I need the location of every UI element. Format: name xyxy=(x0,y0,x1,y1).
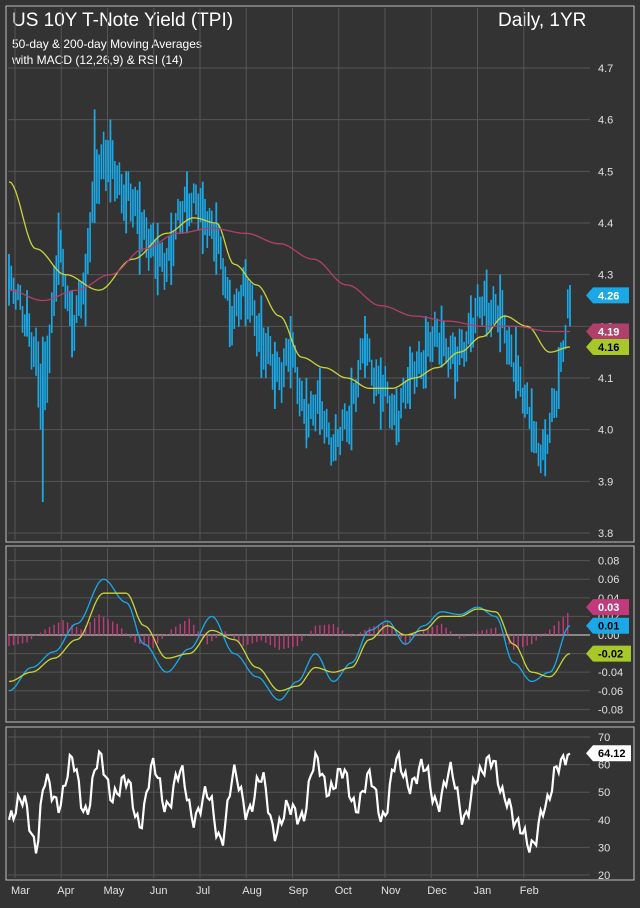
value-tag: 0.03 xyxy=(586,599,629,616)
y-tick-label-rsi: 20 xyxy=(598,870,610,882)
y-tick-label-price: 4.6 xyxy=(598,115,613,127)
value-tag-label: -0.02 xyxy=(598,649,623,661)
y-tick-label-price: 3.9 xyxy=(598,476,613,488)
price-bars xyxy=(8,109,571,502)
x-tick-label: Sep xyxy=(289,885,309,897)
value-tag-shape xyxy=(586,617,629,634)
chart-title: US 10Y T-Note Yield (TPI) xyxy=(12,10,234,31)
y-tick-label-price: 4.4 xyxy=(598,218,613,230)
x-tick-label: Oct xyxy=(335,885,352,897)
y-tick-label-price: 4.0 xyxy=(598,425,613,437)
macd-histogram xyxy=(8,612,569,650)
x-tick-label: Mar xyxy=(11,885,30,897)
value-tag-shape xyxy=(586,745,631,762)
y-tick-label-rsi: 30 xyxy=(598,842,610,854)
value-tag-label: 4.16 xyxy=(598,342,619,354)
x-tick-label: Jul xyxy=(196,885,210,897)
x-tick-label: May xyxy=(104,885,125,897)
x-tick-label: Feb xyxy=(520,885,539,897)
y-tick-label-rsi: 60 xyxy=(598,760,610,772)
x-tick-label: Aug xyxy=(242,885,262,897)
y-tick-label-price: 4.5 xyxy=(598,166,613,178)
y-tick-label-rsi: 50 xyxy=(598,787,610,799)
y-tick-label-price: 4.7 xyxy=(598,63,613,75)
ma50-line xyxy=(8,181,571,389)
signal-line xyxy=(8,592,571,692)
y-tick-label-macd: -0.06 xyxy=(598,686,623,698)
value-tag: 4.16 xyxy=(586,339,629,355)
value-tag-shape xyxy=(586,339,629,355)
panel-frame-macd xyxy=(5,545,635,723)
y-tick-label-rsi: 70 xyxy=(598,732,610,744)
value-tag: 0.01 xyxy=(586,617,629,634)
x-tick-label: Dec xyxy=(427,885,447,897)
value-tag-shape xyxy=(586,287,629,304)
panel-frame-price xyxy=(5,5,635,543)
chart-subtitle-indicators: with MACD (12,26,9) & RSI (14) xyxy=(12,53,183,67)
y-tick-label-macd: -0.04 xyxy=(598,667,623,679)
y-tick-label-price: 4.3 xyxy=(598,270,613,282)
x-tick-label: Jun xyxy=(150,885,168,897)
value-tag-shape xyxy=(586,645,631,662)
value-tag: 4.26 xyxy=(586,287,629,304)
panel-frame-rsi xyxy=(5,726,635,881)
y-tick-label-macd: -0.08 xyxy=(598,704,623,716)
ma200-line xyxy=(8,227,570,333)
value-tag: 4.19 xyxy=(586,323,629,340)
x-tick-label: Jan xyxy=(474,885,492,897)
y-tick-label-price: 3.8 xyxy=(598,528,613,540)
value-tag-label: 0.01 xyxy=(598,621,619,633)
y-tick-label-rsi: 40 xyxy=(598,815,610,827)
chart-subtitle-ma: 50-day & 200-day Moving Averages xyxy=(12,37,202,51)
value-tag-shape xyxy=(586,323,629,340)
y-tick-label-price: 4.1 xyxy=(598,373,613,385)
grid-rsi: 20 30 40 50 60 70 xyxy=(8,729,610,882)
value-tag-label: 64.12 xyxy=(598,748,626,760)
x-tick-label: Nov xyxy=(381,885,401,897)
chart-period: Daily, 1YR xyxy=(498,10,587,31)
x-tick-label: Apr xyxy=(57,885,74,897)
grid-price: 3.83.94.04.14.24.34.44.54.64.7 xyxy=(8,8,613,540)
value-tag: 64.12 xyxy=(586,745,631,762)
macd-line xyxy=(8,578,571,701)
value-tag: -0.02 xyxy=(586,645,631,662)
value-tag-label: 4.19 xyxy=(598,327,619,339)
y-tick-label-macd: 0.08 xyxy=(598,556,619,568)
value-tag-label: 4.26 xyxy=(598,290,619,302)
rsi-line xyxy=(7,749,571,854)
value-tag-shape xyxy=(586,599,629,616)
y-tick-label-macd: 0.06 xyxy=(598,574,619,586)
value-tag-label: 0.03 xyxy=(598,602,619,614)
